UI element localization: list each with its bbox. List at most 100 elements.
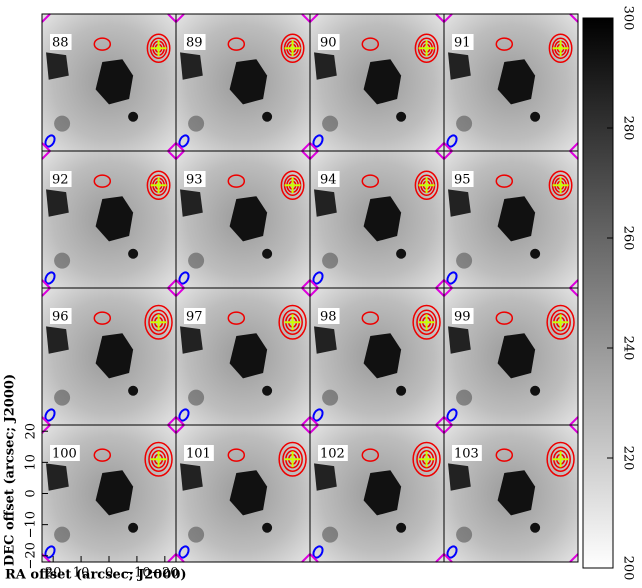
panel: 97 — [175, 287, 311, 426]
contour — [546, 304, 575, 340]
dark-spot — [322, 389, 339, 406]
contour — [148, 309, 169, 335]
beam — [178, 134, 190, 148]
contour — [548, 33, 573, 63]
contour — [280, 33, 305, 63]
dark-spot — [396, 111, 407, 122]
source-cross — [150, 314, 167, 331]
dark-blob — [229, 196, 268, 242]
panel-frame — [443, 424, 579, 563]
panel-label: 91 — [454, 36, 471, 51]
label-box — [50, 308, 72, 324]
dark-blob — [314, 189, 337, 217]
label-box — [50, 171, 72, 187]
corner-mark — [41, 424, 177, 563]
dark-blob — [180, 52, 203, 80]
contour — [280, 170, 305, 200]
panel: 91 — [443, 13, 579, 152]
source-cross — [284, 177, 301, 194]
dark-blob — [314, 463, 337, 491]
contour — [416, 446, 437, 472]
panel: 93 — [175, 150, 311, 289]
dark-spot — [456, 389, 473, 406]
source-cross — [552, 40, 569, 57]
dark-spot — [262, 248, 273, 259]
dark-spot — [128, 522, 139, 533]
contour — [146, 170, 171, 200]
contour — [361, 174, 380, 188]
dark-blob — [497, 333, 536, 379]
source-cross — [284, 40, 301, 57]
y-tick-label: 10 — [24, 454, 39, 471]
contour — [495, 174, 514, 188]
dark-blob — [363, 196, 402, 242]
contour — [416, 309, 437, 335]
dark-blob — [314, 326, 337, 354]
corner-mark — [41, 150, 177, 289]
dark-spot — [456, 252, 473, 269]
source-cross — [552, 177, 569, 194]
dark-spot — [54, 115, 71, 132]
dark-blob — [46, 463, 69, 491]
corner-mark — [175, 150, 311, 289]
contour — [282, 309, 303, 335]
dark-blob — [95, 196, 134, 242]
contour — [144, 441, 173, 477]
contour — [495, 311, 514, 325]
corner-mark — [443, 287, 579, 426]
label-box — [184, 34, 206, 50]
dark-spot — [396, 248, 407, 259]
corner-mark — [309, 150, 445, 289]
dark-spot — [396, 522, 407, 533]
contour — [144, 304, 173, 340]
label-box — [452, 445, 482, 461]
contour — [414, 33, 439, 63]
corner-mark — [309, 424, 445, 563]
label-box — [318, 445, 348, 461]
panel-label: 96 — [52, 310, 69, 325]
contour — [361, 311, 380, 325]
colorbar-tick-label: 280 — [621, 116, 636, 141]
y-axis-label: DEC offset (arcsec; J2000) — [3, 374, 18, 566]
corner-mark — [41, 287, 177, 426]
dark-blob — [46, 189, 69, 217]
x-tick-label: −20 — [151, 566, 178, 581]
label-box — [452, 34, 474, 50]
x-tick-label: 0 — [105, 566, 113, 581]
panel-label: 90 — [320, 36, 337, 51]
dark-spot — [128, 385, 139, 396]
panel: 100 — [41, 424, 177, 563]
contour — [414, 170, 439, 200]
y-tick-label: 20 — [24, 423, 39, 440]
contour — [93, 174, 112, 188]
colorbar-tick-label: 200 — [621, 556, 636, 581]
dark-spot — [188, 115, 205, 132]
source-cross — [552, 314, 569, 331]
dark-spot — [322, 115, 339, 132]
contour — [93, 448, 112, 462]
dark-spot — [530, 522, 541, 533]
dark-blob — [46, 52, 69, 80]
beam — [446, 271, 458, 285]
contour — [227, 174, 246, 188]
panel: 98 — [309, 287, 445, 426]
corner-mark — [443, 150, 579, 289]
label-box — [184, 171, 206, 187]
dark-blob — [448, 326, 471, 354]
contour — [227, 37, 246, 51]
dark-blob — [448, 189, 471, 217]
y-tick-label: −10 — [24, 511, 39, 538]
label-box — [50, 34, 72, 50]
label-box — [452, 171, 474, 187]
y-tick-label: −20 — [24, 542, 39, 569]
panel-label: 92 — [52, 173, 69, 188]
panel-label: 98 — [320, 310, 337, 325]
dark-spot — [322, 526, 339, 543]
dark-blob — [95, 59, 134, 105]
dark-blob — [229, 333, 268, 379]
beam — [178, 271, 190, 285]
contour — [278, 304, 307, 340]
contour — [227, 311, 246, 325]
source-cross — [284, 314, 301, 331]
source-cross — [284, 451, 301, 468]
